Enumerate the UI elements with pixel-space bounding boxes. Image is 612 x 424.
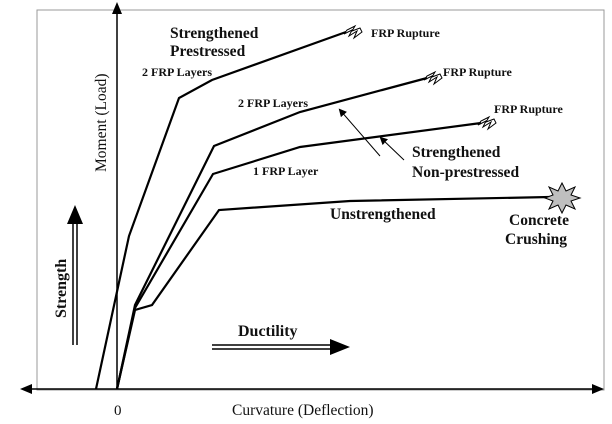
two-layers-label: 2 FRP Layers — [238, 96, 308, 110]
prestressed-layers-label: 2 FRP Layers — [142, 65, 212, 79]
leader-arrow-to-1-layer — [379, 136, 405, 161]
y-axis-label: Moment (Load) — [93, 73, 110, 172]
figure-frame — [36, 9, 605, 391]
one-layer-rupture-label: FRP Rupture — [494, 102, 563, 116]
two-layers-rupture-label: FRP Rupture — [443, 65, 512, 79]
x-axis-label: Curvature (Deflection) — [232, 402, 374, 419]
rupture-symbol-2-layers — [423, 70, 443, 86]
prestressed-title-line1: Strengthened — [170, 25, 259, 42]
nonprestressed-label-line2: Non-prestressed — [412, 164, 519, 181]
unstrengthened-label: Unstrengthened — [330, 206, 436, 223]
concrete-crushing-line1: Concrete — [509, 212, 569, 229]
strength-label: Strength — [53, 259, 70, 318]
concrete-crushing-line2: Crushing — [505, 231, 567, 248]
rupture-symbol-1-layer — [477, 115, 497, 131]
y-axis — [112, 2, 122, 389]
x-axis — [20, 384, 604, 394]
strength-arrow — [67, 205, 83, 345]
rupture-symbol-prestressed — [343, 24, 363, 40]
prestressed-rupture-label: FRP Rupture — [371, 26, 440, 40]
ductility-label: Ductility — [238, 323, 298, 340]
nonprestressed-label-line1: Strengthened — [412, 144, 501, 161]
concrete-crushing-starburst — [543, 181, 582, 215]
origin-label: 0 — [114, 403, 122, 419]
curve-unstrengthened — [115, 195, 551, 390]
ductility-arrow — [212, 339, 350, 355]
curve-strengthened-2-frp-layers — [115, 76, 428, 390]
prestressed-title-line2: Prestressed — [170, 43, 246, 60]
one-layer-label: 1 FRP Layer — [253, 164, 319, 178]
leader-arrow-to-2-layers — [338, 108, 381, 157]
curve-strengthened-prestressed — [94, 30, 347, 390]
